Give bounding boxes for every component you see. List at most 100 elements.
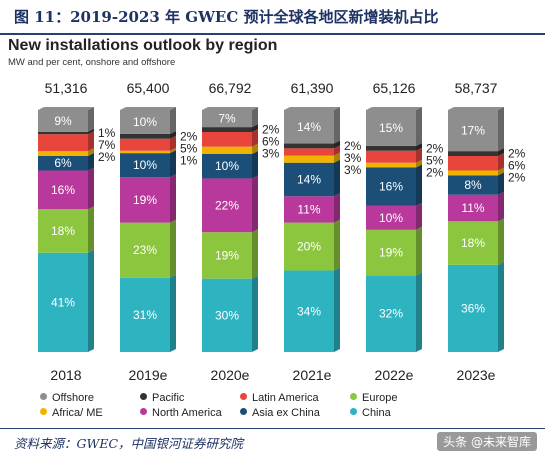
bar-segment-china (366, 275, 416, 352)
bar-segment-north-america (120, 177, 170, 223)
bar-side-africa-me (252, 143, 258, 154)
side-label-africa-me: 2% (508, 171, 526, 185)
bar-segment-offshore (202, 110, 252, 128)
bar-segment-latin-america (38, 134, 88, 152)
bar-side-offshore (498, 107, 504, 152)
bar-top-face (120, 107, 176, 110)
bar-side-china (170, 274, 176, 352)
bar-segment-europe (366, 229, 416, 276)
side-label-pacific: 2% (344, 139, 362, 153)
bar-segment-north-america (202, 178, 252, 233)
bar-side-china (334, 267, 340, 352)
bar-side-africa-me (88, 148, 94, 156)
bar-side-pacific (416, 142, 422, 151)
legend-swatch (240, 393, 247, 400)
footer-divider (0, 428, 545, 429)
segment-label-offshore: 9% (54, 114, 72, 128)
bar-side-offshore (334, 107, 340, 144)
bar-side-asia-ex-china (498, 172, 504, 195)
bar-side-africa-me (334, 152, 340, 163)
legend-swatch (40, 408, 47, 415)
bar-segment-asia-ex-china (366, 167, 416, 206)
side-label-pacific: 2% (262, 123, 280, 137)
bar-total-label: 58,737 (455, 80, 498, 96)
chart-subtitle: MW and per cent, onshore and offshore (8, 57, 176, 68)
legend-item-europe: Europe (350, 392, 397, 404)
legend-swatch (40, 393, 47, 400)
side-label-pacific: 2% (426, 141, 444, 155)
bar-side-europe (252, 229, 258, 279)
bar-side-europe (170, 219, 176, 278)
side-label-latin-america: 5% (426, 153, 444, 167)
bar-side-china (88, 249, 94, 352)
bar-segment-africa-me (120, 150, 170, 154)
side-label-africa-me: 1% (180, 153, 198, 167)
bar-top-face (366, 107, 422, 110)
bar-side-pacific (334, 140, 340, 149)
segment-label-north-america: 11% (297, 202, 320, 216)
bar-group-2020e: 30% 19% 22% 10% 7% 2%6%3% 66,792 2020e (202, 80, 280, 383)
segment-label-north-america: 10% (379, 211, 403, 225)
bar-side-china (252, 275, 258, 352)
segment-label-north-america: 19% (133, 193, 157, 207)
segment-label-north-america: 11% (461, 201, 484, 215)
bar-segment-china (120, 277, 170, 352)
x-tick-label: 2020e (211, 367, 250, 383)
segment-label-asia-ex-china: 6% (54, 156, 72, 170)
segment-label-china: 41% (51, 295, 75, 309)
bar-side-europe (88, 206, 94, 253)
bar-side-europe (416, 226, 422, 276)
segment-label-offshore: 15% (379, 121, 403, 135)
bar-side-north-america (498, 191, 504, 222)
bar-segment-europe (448, 221, 498, 265)
legend-label: North America (152, 407, 222, 419)
x-tick-label: 2022e (375, 367, 414, 383)
side-label-africa-me: 2% (426, 165, 444, 179)
bar-top-face (202, 107, 258, 110)
legend-label: China (362, 407, 391, 419)
legend-label: Latin America (252, 392, 319, 404)
bar-segment-north-america (284, 196, 334, 223)
bar-side-north-america (416, 202, 422, 230)
bar-side-latin-america (252, 129, 258, 147)
bar-side-asia-ex-china (252, 151, 258, 179)
segment-label-asia-ex-china: 10% (215, 159, 239, 173)
legend-label: Asia ex China (252, 407, 320, 419)
bar-segment-asia-ex-china (120, 153, 170, 178)
side-label-latin-america: 7% (98, 138, 116, 152)
segment-label-europe: 18% (461, 236, 485, 250)
bar-segment-offshore (448, 110, 498, 152)
bar-side-asia-ex-china (334, 159, 340, 197)
segment-label-europe: 23% (133, 243, 157, 257)
bar-segment-offshore (38, 110, 88, 132)
bar-top-face (448, 107, 504, 110)
segment-label-europe: 19% (379, 246, 403, 260)
bar-segment-asia-ex-china (284, 162, 334, 197)
bar-segment-offshore (120, 110, 170, 134)
side-label-latin-america: 6% (508, 159, 526, 173)
bar-segment-latin-america (284, 148, 334, 156)
legend-swatch (140, 393, 147, 400)
bar-side-pacific (88, 128, 94, 135)
segment-label-north-america: 16% (51, 183, 75, 197)
bar-segment-pacific (448, 151, 498, 156)
segment-label-asia-ex-china: 8% (464, 178, 482, 192)
bar-segment-china (448, 264, 498, 352)
segment-label-china: 31% (133, 308, 157, 322)
bar-segment-africa-me (202, 146, 252, 154)
bar-segment-latin-america (448, 155, 498, 171)
x-tick-label: 2021e (293, 367, 332, 383)
bar-side-pacific (252, 124, 258, 132)
legend-item-latin-america: Latin America (240, 392, 319, 404)
bar-segment-europe (120, 222, 170, 278)
bar-side-europe (334, 219, 340, 271)
side-label-africa-me: 3% (262, 147, 280, 161)
bar-side-china (498, 261, 504, 352)
bar-segment-asia-ex-china (202, 154, 252, 179)
bar-segment-europe (284, 222, 334, 271)
legend-item-asia-ex-china: Asia ex China (240, 407, 320, 419)
bar-segment-pacific (284, 143, 334, 149)
bar-segment-pacific (38, 131, 88, 135)
segment-label-offshore: 14% (297, 120, 321, 134)
legend-swatch (240, 408, 247, 415)
